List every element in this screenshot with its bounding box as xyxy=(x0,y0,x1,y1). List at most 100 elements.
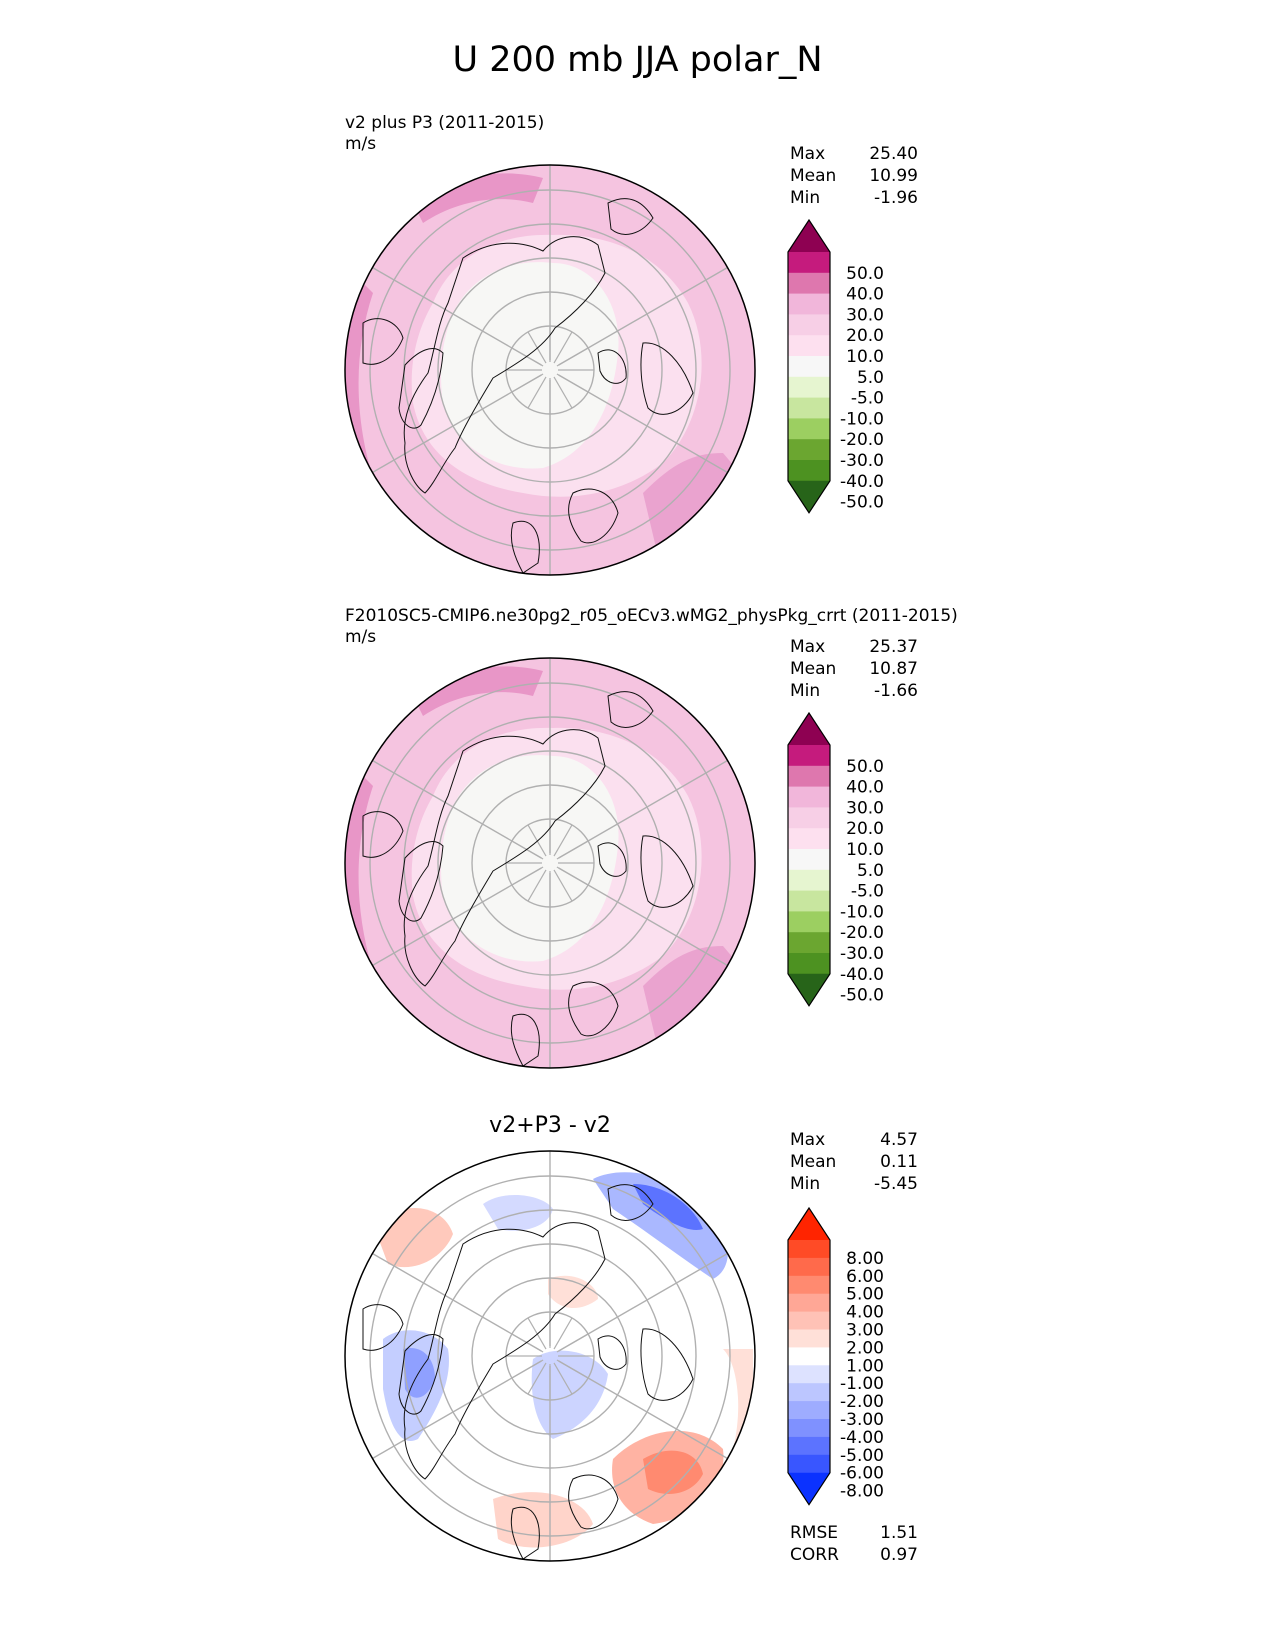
colorbar-tick-label: -40.0 xyxy=(840,965,884,985)
panel3-title: v2+P3 - v2 xyxy=(489,1113,611,1138)
colorbar-tick-label: 2.00 xyxy=(846,1338,884,1358)
meridian-line xyxy=(553,331,573,364)
meridian-line xyxy=(511,347,544,367)
colorbar-band xyxy=(788,807,830,829)
colorbar-band xyxy=(788,418,830,440)
coastline xyxy=(597,1335,627,1370)
coastline xyxy=(398,348,444,429)
colorbar-band xyxy=(788,1454,830,1474)
colorbar-tick-label: -3.00 xyxy=(840,1410,884,1430)
colorbar-tick-label: -10.0 xyxy=(840,409,884,429)
colorbar-tick-label: -20.0 xyxy=(840,430,884,450)
panel2-title: F2010SC5-CMIP6.ne30pg2_r05_oECv3.wMG2_ph… xyxy=(345,606,958,647)
colorbar-band xyxy=(788,356,830,378)
meridian-line xyxy=(527,1317,547,1350)
colorbar-tick-label: -5.0 xyxy=(851,882,884,902)
colorbar-tick-label: -5.0 xyxy=(851,389,884,409)
colorbar-tick-label: 5.0 xyxy=(857,368,884,388)
field-negative-strong xyxy=(633,1184,703,1230)
coastline xyxy=(640,342,694,415)
colorbar-tick-label: 1.00 xyxy=(846,1356,884,1376)
colorbar-band xyxy=(788,953,830,975)
meridian-line xyxy=(553,376,573,409)
coastline xyxy=(510,1013,540,1067)
colorbar-band xyxy=(788,890,830,912)
meridian-line xyxy=(556,840,589,860)
colorbar-tick-label: -30.0 xyxy=(840,451,884,471)
meridian-line xyxy=(556,866,589,886)
coastline xyxy=(403,236,606,494)
colorbar-tick-label: -5.00 xyxy=(840,1446,884,1466)
map-boundary xyxy=(344,657,756,1069)
colorbar-extend-max xyxy=(788,220,830,252)
colorbar-tick-label: -1.00 xyxy=(840,1374,884,1394)
colorbar-band xyxy=(788,272,830,295)
colorbar-outline xyxy=(787,711,831,1007)
coastline xyxy=(362,318,404,365)
colorbar-tick-label: 4.00 xyxy=(846,1303,884,1323)
meridian-line xyxy=(511,373,544,393)
meridian-line xyxy=(527,869,547,902)
coastline xyxy=(607,1184,654,1221)
map-boundary xyxy=(344,1150,756,1562)
colorbar-band xyxy=(788,397,830,419)
meridian-line xyxy=(556,1359,589,1379)
colorbar-tick-label: 50.0 xyxy=(846,757,884,777)
meridian-line xyxy=(553,1317,573,1350)
colorbar-outline xyxy=(787,218,831,514)
colorbar-band xyxy=(788,439,830,461)
colorbar-band xyxy=(788,1311,830,1330)
meridian-line xyxy=(527,1362,547,1395)
meridian-line xyxy=(556,1333,589,1353)
panel1-title: v2 plus P3 (2011-2015) m/s xyxy=(345,113,545,154)
colorbar-tick-label: -4.00 xyxy=(840,1428,884,1448)
coastline xyxy=(510,520,540,574)
colorbar-tick-label: 8.00 xyxy=(846,1249,884,1269)
coastline xyxy=(398,841,444,922)
coastline xyxy=(607,198,654,235)
colorbar-extend-min xyxy=(788,1472,830,1505)
coastline xyxy=(607,691,654,728)
colorbar-band xyxy=(788,1293,830,1313)
coastline xyxy=(403,729,606,987)
coastline xyxy=(597,349,627,384)
field-near-zero xyxy=(441,262,619,469)
colorbar-tick-label: -20.0 xyxy=(840,923,884,943)
colorbar-tick-label: 30.0 xyxy=(846,798,884,818)
colorbar-band xyxy=(788,1365,830,1384)
meridian-line xyxy=(511,840,544,860)
panel2-stats: Max 25.37 Mean 10.87 Min -1.66 xyxy=(790,637,918,701)
colorbar-tick-label: 6.00 xyxy=(846,1267,884,1287)
meridian-line xyxy=(527,376,547,409)
colorbar-band xyxy=(788,376,830,399)
coastline xyxy=(403,1222,606,1480)
colorbar-band xyxy=(788,828,830,850)
colorbar-extend-min xyxy=(788,480,830,513)
map-boundary xyxy=(344,164,756,576)
colorbar-outline xyxy=(787,1206,831,1506)
meridian-line xyxy=(527,331,547,364)
colorbar-band xyxy=(788,745,830,767)
panel3-stats: Max 4.57 Mean 0.11 Min -5.45 xyxy=(790,1130,918,1194)
coastline xyxy=(568,488,619,544)
colorbar-extend-min xyxy=(788,973,830,1006)
colorbar-extend-max xyxy=(788,713,830,745)
meridian-line xyxy=(553,1362,573,1395)
colorbar-tick-label: 10.0 xyxy=(846,347,884,367)
colorbar-tick-label: 20.0 xyxy=(846,326,884,346)
colorbar-band xyxy=(788,335,830,357)
colorbar-band xyxy=(788,869,830,892)
colorbar-tick-label: 40.0 xyxy=(846,778,884,798)
colorbar-band xyxy=(788,1401,830,1420)
colorbar-tick-label: 40.0 xyxy=(846,285,884,305)
coastline xyxy=(362,811,404,858)
coastline xyxy=(640,1328,694,1401)
colorbar-tick-label: 5.00 xyxy=(846,1285,884,1305)
coastline xyxy=(568,1474,619,1530)
coastline xyxy=(510,1506,540,1560)
colorbar-band xyxy=(788,1275,830,1295)
colorbar-band xyxy=(788,1240,830,1259)
colorbar-tick-label: 20.0 xyxy=(846,819,884,839)
colorbar-tick-label: 50.0 xyxy=(846,264,884,284)
map-field xyxy=(345,658,755,1068)
